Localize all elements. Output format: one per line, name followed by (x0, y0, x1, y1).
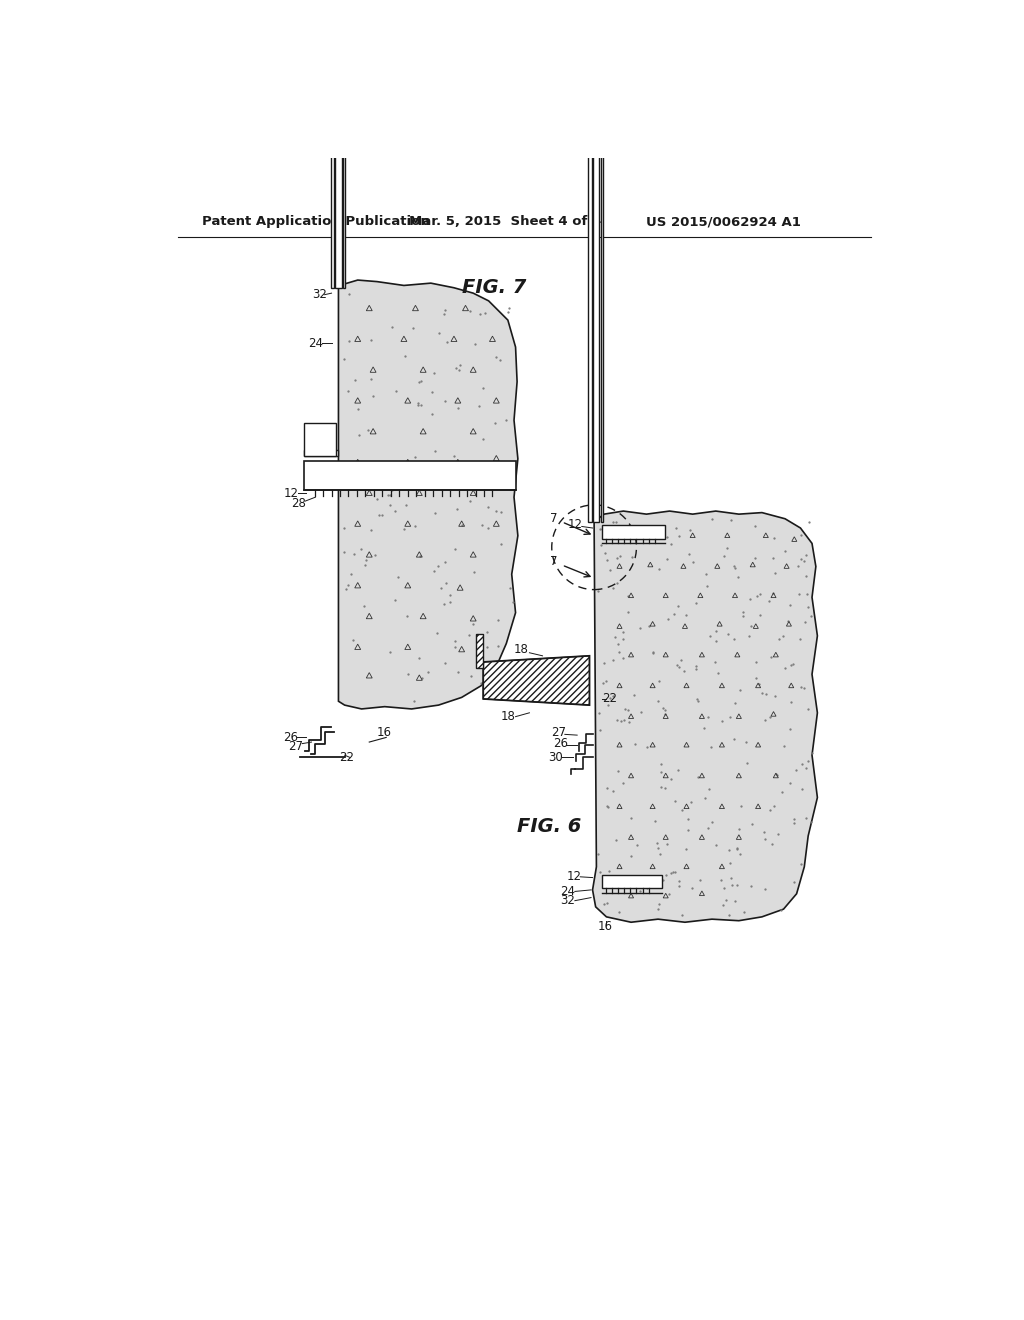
Bar (336, 0, 342, 288)
Text: 12: 12 (566, 870, 582, 883)
Bar (304, 424, 336, 457)
Bar (602, 525, 665, 539)
Bar (593, 114, 599, 521)
Text: 27: 27 (289, 741, 303, 754)
Text: 18: 18 (513, 643, 528, 656)
Text: Mar. 5, 2015  Sheet 4 of 4: Mar. 5, 2015 Sheet 4 of 4 (410, 215, 601, 228)
Text: 26: 26 (553, 737, 567, 750)
Text: 32: 32 (311, 288, 327, 301)
Text: 30: 30 (548, 751, 563, 764)
Text: 22: 22 (602, 693, 617, 705)
Bar (304, 461, 515, 490)
Text: 12: 12 (568, 519, 583, 532)
Polygon shape (483, 656, 590, 705)
Text: US 2015/0062924 A1: US 2015/0062924 A1 (646, 215, 802, 228)
Text: FIG. 6: FIG. 6 (517, 817, 582, 837)
Text: 12: 12 (284, 487, 298, 500)
Text: 26: 26 (284, 731, 298, 744)
Bar (602, 875, 662, 888)
Text: 32: 32 (560, 894, 575, 907)
Bar (304, 450, 339, 457)
Text: 18: 18 (501, 710, 515, 723)
Bar (601, 114, 603, 521)
Text: 22: 22 (339, 751, 353, 764)
Text: 7: 7 (550, 512, 558, 525)
Text: 27: 27 (551, 726, 566, 739)
Bar (588, 114, 592, 521)
Text: 24: 24 (308, 337, 323, 350)
Text: 28: 28 (291, 496, 306, 510)
Bar (343, 0, 345, 288)
Text: 16: 16 (598, 920, 613, 933)
Polygon shape (339, 280, 518, 709)
Polygon shape (593, 511, 817, 923)
Text: 7: 7 (550, 556, 558, 569)
Bar (475, 635, 483, 668)
Bar (331, 0, 334, 288)
Text: 16: 16 (377, 726, 392, 739)
Text: Patent Application Publication: Patent Application Publication (202, 215, 430, 228)
Text: FIG. 7: FIG. 7 (462, 279, 526, 297)
Bar (475, 635, 483, 668)
Text: 24: 24 (560, 884, 575, 898)
